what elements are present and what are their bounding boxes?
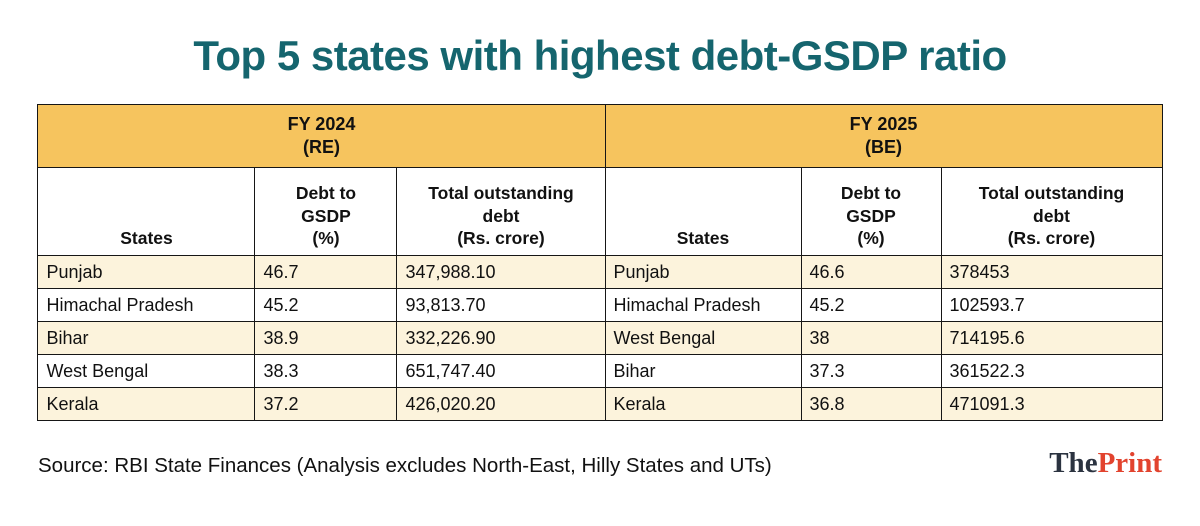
- ratio-cell: 45.2: [254, 288, 398, 322]
- table-row: Himachal Pradesh 45.2 93,813.70 Himachal…: [37, 288, 1163, 322]
- state-cell: Kerala: [37, 387, 256, 421]
- debt-gsdp-column-header-fy2025: Debt to GSDP (%): [800, 167, 942, 256]
- state-cell: Punjab: [604, 255, 802, 289]
- state-cell: Kerala: [604, 387, 802, 421]
- debt-cell: 378453: [940, 255, 1163, 289]
- ratio-cell: 36.8: [800, 387, 942, 421]
- debt-cell: 471091.3: [940, 387, 1163, 421]
- table-row: Kerala 37.2 426,020.20 Kerala 36.8 47109…: [37, 387, 1163, 421]
- ratio-cell: 38: [800, 321, 942, 355]
- states-column-header-fy2025: States: [604, 167, 802, 256]
- ratio-cell: 45.2: [800, 288, 942, 322]
- ratio-cell: 37.3: [800, 354, 942, 388]
- states-column-header-fy2024: States: [37, 167, 256, 256]
- ratio-cell: 38.9: [254, 321, 398, 355]
- fiscal-year-header-row: FY 2024 (RE) FY 2025 (BE): [37, 104, 1163, 168]
- state-cell: West Bengal: [604, 321, 802, 355]
- theprint-logo: ThePrint: [1049, 447, 1162, 480]
- state-cell: Himachal Pradesh: [604, 288, 802, 322]
- debt-cell: 361522.3: [940, 354, 1163, 388]
- table-row: Bihar 38.9 332,226.90 West Bengal 38 714…: [37, 321, 1163, 355]
- outstanding-debt-column-header-fy2025: Total outstanding debt (Rs. crore): [940, 167, 1163, 256]
- fy2024-group-header: FY 2024 (RE): [37, 104, 606, 168]
- debt-cell: 651,747.40: [396, 354, 606, 388]
- state-cell: Bihar: [37, 321, 256, 355]
- debt-cell: 714195.6: [940, 321, 1163, 355]
- state-cell: Bihar: [604, 354, 802, 388]
- fy2025-group-header: FY 2025 (BE): [604, 104, 1163, 168]
- logo-text-the: The: [1049, 447, 1098, 479]
- page-title: Top 5 states with highest debt-GSDP rati…: [193, 32, 1007, 79]
- column-header-row: States Debt to GSDP (%) Total outstandin…: [37, 167, 1163, 256]
- ratio-cell: 46.6: [800, 255, 942, 289]
- logo-text-print: Print: [1097, 447, 1162, 479]
- ratio-cell: 46.7: [254, 255, 398, 289]
- debt-gsdp-column-header-fy2024: Debt to GSDP (%): [254, 167, 398, 256]
- state-cell: West Bengal: [37, 354, 256, 388]
- state-cell: Himachal Pradesh: [37, 288, 256, 322]
- source-text: Source: RBI State Finances (Analysis exc…: [38, 454, 772, 477]
- state-cell: Punjab: [37, 255, 256, 289]
- debt-cell: 426,020.20: [396, 387, 606, 421]
- footer: Source: RBI State Finances (Analysis exc…: [38, 447, 1162, 480]
- table-row: West Bengal 38.3 651,747.40 Bihar 37.3 3…: [37, 354, 1163, 388]
- outstanding-debt-column-header-fy2024: Total outstanding debt (Rs. crore): [396, 167, 606, 256]
- debt-cell: 347,988.10: [396, 255, 606, 289]
- debt-cell: 93,813.70: [396, 288, 606, 322]
- ratio-cell: 38.3: [254, 354, 398, 388]
- debt-gsdp-table: FY 2024 (RE) FY 2025 (BE) States Debt to…: [37, 104, 1163, 421]
- debt-cell: 332,226.90: [396, 321, 606, 355]
- debt-cell: 102593.7: [940, 288, 1163, 322]
- table-row: Punjab 46.7 347,988.10 Punjab 46.6 37845…: [37, 255, 1163, 289]
- ratio-cell: 37.2: [254, 387, 398, 421]
